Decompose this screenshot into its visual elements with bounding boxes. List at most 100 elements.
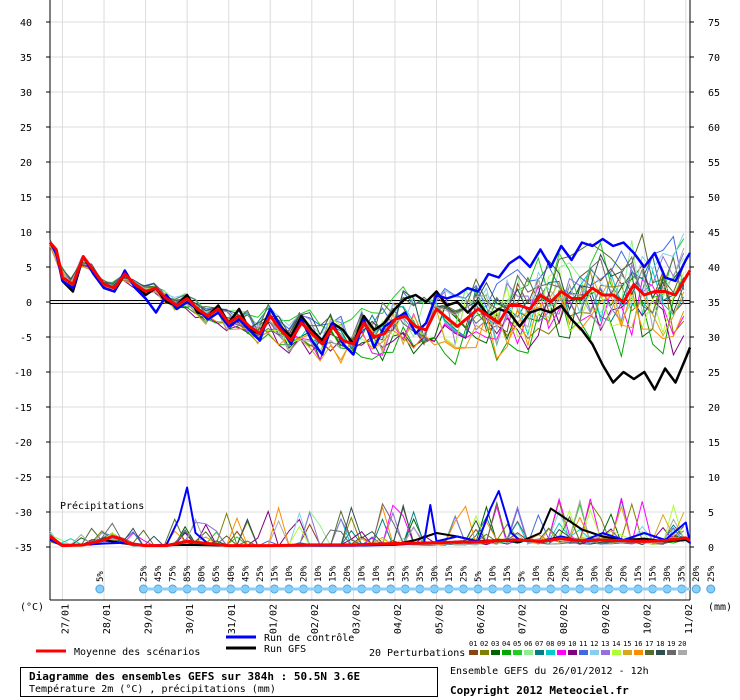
precipitation-tick-label: 70 — [708, 53, 720, 64]
main-series-lines — [48, 237, 692, 548]
member-swatch — [590, 650, 599, 655]
date-tick-label: 02/02 — [310, 604, 321, 634]
precipitation-tick-label: 75 — [708, 18, 720, 29]
probability-label: 85% — [183, 565, 193, 582]
precipitation-tick-label: 20 — [708, 403, 720, 414]
probability-label: 5% — [474, 571, 484, 582]
mean-precipitation-line — [49, 535, 691, 548]
member-swatch-label: 17 — [645, 640, 653, 648]
member-swatch — [524, 650, 533, 655]
probability-label: 10% — [314, 565, 324, 582]
member-swatch-label: 14 — [612, 640, 620, 648]
legend-perturbations-label: 20 Perturbations — [369, 648, 465, 659]
temperature-tick-label: 40 — [20, 18, 32, 29]
temperature-tick-label: 15 — [20, 193, 32, 204]
member-swatch-label: 20 — [678, 640, 686, 648]
date-tick-label: 29/01 — [144, 604, 155, 634]
member-swatch-label: 02 — [480, 640, 488, 648]
probability-label: 10% — [489, 565, 499, 582]
member-swatch-label: 01 — [469, 640, 477, 648]
temperature-tick-label: -10 — [14, 368, 32, 379]
probability-label: 10% — [372, 565, 382, 582]
temperature-tick-label: -35 — [14, 543, 32, 554]
legend-control-label: Run de contrôle — [264, 632, 354, 644]
probability-label: 65% — [212, 565, 222, 582]
date-tick-label: 03/02 — [351, 604, 362, 634]
legend-mean-label: Moyenne des scénarios — [74, 646, 200, 658]
member-swatch — [601, 650, 610, 655]
probability-label: 15% — [270, 565, 280, 582]
date-tick-label: 31/01 — [227, 604, 238, 634]
member-swatch — [623, 650, 632, 655]
temperature-tick-label: 30 — [20, 88, 32, 99]
probability-label: 25% — [256, 565, 266, 582]
member-swatch-label: 19 — [667, 640, 675, 648]
probability-label: 20% — [547, 565, 557, 582]
gfs-temperature-line — [49, 241, 692, 391]
member-swatch — [535, 650, 544, 655]
date-tick-label: 11/02 — [684, 604, 695, 634]
precipitation-tick-label: 40 — [708, 263, 720, 274]
probability-label: 30% — [430, 565, 440, 582]
date-tick-label: 05/02 — [435, 604, 446, 634]
temperature-tick-label: 20 — [20, 158, 32, 169]
temperature-tick-label: 35 — [20, 53, 32, 64]
probability-label: 15% — [634, 565, 644, 582]
chart-title: Diagramme des ensembles GEFS sur 384h : … — [29, 670, 361, 683]
chart-subtitle: Température 2m (°C) , précipitations (mm… — [29, 684, 276, 695]
precipitation-tick-label: 0 — [708, 543, 714, 554]
probability-label: 25% — [140, 565, 150, 582]
member-swatch-label: 10 — [568, 640, 576, 648]
probability-label: 45% — [241, 565, 251, 582]
member-swatch-label: 04 — [502, 640, 510, 648]
probability-label: 75% — [169, 565, 179, 582]
temperature-tick-label: 0 — [26, 298, 32, 309]
member-swatch-label: 03 — [491, 640, 499, 648]
probability-label: 15% — [387, 565, 397, 582]
mean-temperature-line — [48, 241, 692, 346]
member-swatch-label: 09 — [557, 640, 565, 648]
probability-label: 15% — [649, 565, 659, 582]
probability-label: 10% — [576, 565, 586, 582]
member-swatch — [645, 650, 654, 655]
copyright: Copyright 2012 Meteociel.fr — [450, 684, 629, 697]
member-swatch-label: 18 — [656, 640, 664, 648]
temperature-tick-label: -30 — [14, 508, 32, 519]
precipitation-tick-label: 25 — [708, 368, 720, 379]
member-swatch — [579, 650, 588, 655]
precipitation-tick-label: 15 — [708, 438, 720, 449]
probability-label: 35% — [416, 565, 426, 582]
date-tick-label: 01/02 — [268, 604, 279, 634]
temperature-tick-label: 25 — [20, 123, 32, 134]
member-swatch — [546, 650, 555, 655]
probability-label: 15% — [329, 565, 339, 582]
precipitation-tick-label: 55 — [708, 158, 720, 169]
precipitation-tick-label: 10 — [708, 473, 720, 484]
precipitation-tick-label: 30 — [708, 333, 720, 344]
member-swatch-label: 07 — [535, 640, 543, 648]
member-swatches: 01 02 03 04 05 06 07 08 09 10 11 12 13 14 15 16 17 18 19 20 — [469, 640, 687, 655]
temperature-tick-label: 10 — [20, 228, 32, 239]
date-tick-label: 09/02 — [601, 604, 612, 634]
probability-label: 30% — [663, 565, 673, 582]
member-precipitation-line — [49, 503, 684, 547]
date-tick-label: 07/02 — [518, 604, 529, 634]
member-swatch-label: 16 — [634, 640, 642, 648]
probability-row: 5% 25% 45% 75% 85% 80% 65% 40% 45% 25% 15% 10% 20% 10… — [95, 565, 717, 594]
member-swatch — [634, 650, 643, 655]
temperature-tick-label: 5 — [26, 263, 32, 274]
probability-label: 40% — [227, 565, 237, 582]
precipitation-tick-label: 35 — [708, 298, 720, 309]
probability-label: 15% — [503, 565, 513, 582]
member-swatch — [480, 650, 489, 655]
member-swatch — [678, 650, 687, 655]
probability-label: 10% — [285, 565, 295, 582]
member-swatch — [667, 650, 676, 655]
member-swatch-label: 13 — [601, 640, 609, 648]
member-swatch — [612, 650, 621, 655]
date-tick-label: 30/01 — [185, 604, 196, 634]
probability-label: 25% — [707, 565, 717, 582]
precipitation-tick-label: 5 — [708, 508, 714, 519]
probability-label: 20% — [300, 565, 310, 582]
